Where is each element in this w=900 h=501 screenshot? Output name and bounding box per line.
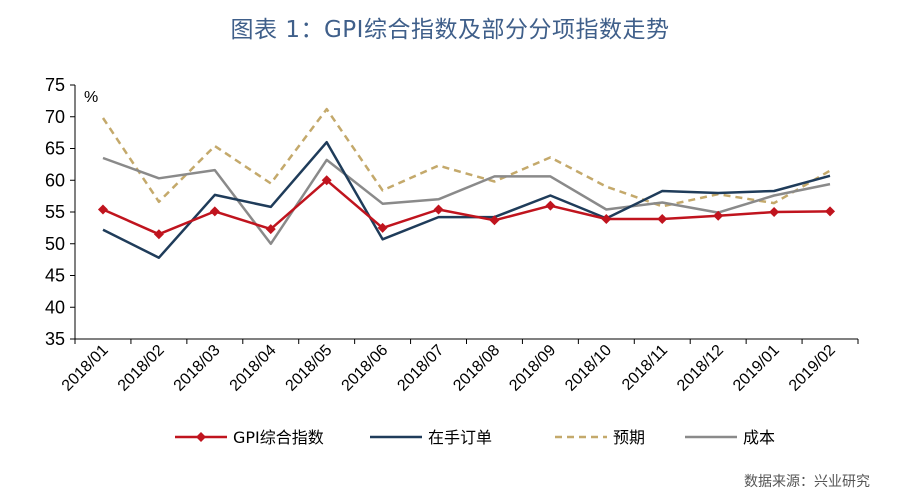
legend: GPI综合指数 在手订单 预期 成本 <box>175 428 775 447</box>
data-point-marker <box>545 200 556 211</box>
y-unit-label: % <box>84 89 98 106</box>
x-tick-label: 2018/05 <box>283 342 336 395</box>
y-tick-label: 60 <box>45 170 65 190</box>
series-line-2 <box>101 107 831 208</box>
y-tick-label: 50 <box>45 234 65 254</box>
y-tick-label: 35 <box>45 329 65 349</box>
data-point-marker <box>489 215 500 226</box>
x-tick-label: 2018/09 <box>506 342 559 395</box>
x-tick-label: 2018/11 <box>619 342 671 394</box>
data-point-marker <box>209 206 220 217</box>
x-tick-label: 2018/04 <box>227 342 280 395</box>
x-tick-label: 2018/03 <box>171 342 224 395</box>
data-point-marker <box>601 213 612 224</box>
x-tick-label: 2018/07 <box>394 342 447 395</box>
y-tick-label: 75 <box>45 75 65 95</box>
chart-axes: 35 40 45 50 55 60 65 70 75% 2018/01 2018/02 2018/03… <box>45 75 859 395</box>
series-line-0 <box>102 179 831 236</box>
data-point-marker <box>433 204 444 215</box>
legend-label: 预期 <box>613 428 645 447</box>
x-tick-label: 2018/02 <box>115 342 168 395</box>
x-tick-label: 2018/08 <box>450 342 503 395</box>
chart-title: 图表 1：GPI综合指数及部分分项指数走势 <box>230 17 670 43</box>
source-note: 数据来源：兴业研究 <box>744 474 870 490</box>
y-tick-label: 45 <box>45 266 65 286</box>
data-point-marker <box>769 207 780 217</box>
data-point-marker <box>713 210 724 221</box>
legend-label: 成本 <box>743 428 775 447</box>
data-point-marker <box>657 213 668 224</box>
data-point-marker <box>153 229 164 240</box>
x-tick-label: 2019/02 <box>786 342 839 395</box>
series-layer <box>97 107 836 259</box>
y-tick-label: 70 <box>45 107 65 127</box>
series-line-3 <box>102 156 831 246</box>
legend-marker <box>196 432 206 442</box>
data-point-marker <box>321 175 332 186</box>
data-point-marker <box>97 204 108 215</box>
x-tick-label: 2018/10 <box>562 342 615 395</box>
data-point-marker <box>265 224 276 235</box>
x-tick-label: 2018/06 <box>339 342 392 395</box>
x-tick-label: 2018/12 <box>674 342 727 395</box>
x-tick-label: 2018/01 <box>59 342 112 395</box>
legend-label: GPI综合指数 <box>233 428 324 447</box>
x-tick-label: 2019/01 <box>730 342 783 395</box>
y-tick-label: 40 <box>45 297 65 317</box>
y-tick-label: 55 <box>45 202 65 222</box>
data-point-marker <box>377 222 388 233</box>
legend-label: 在手订单 <box>428 428 492 447</box>
data-point-marker <box>825 206 836 217</box>
series-line-1 <box>102 140 831 259</box>
y-tick-label: 65 <box>45 139 65 159</box>
